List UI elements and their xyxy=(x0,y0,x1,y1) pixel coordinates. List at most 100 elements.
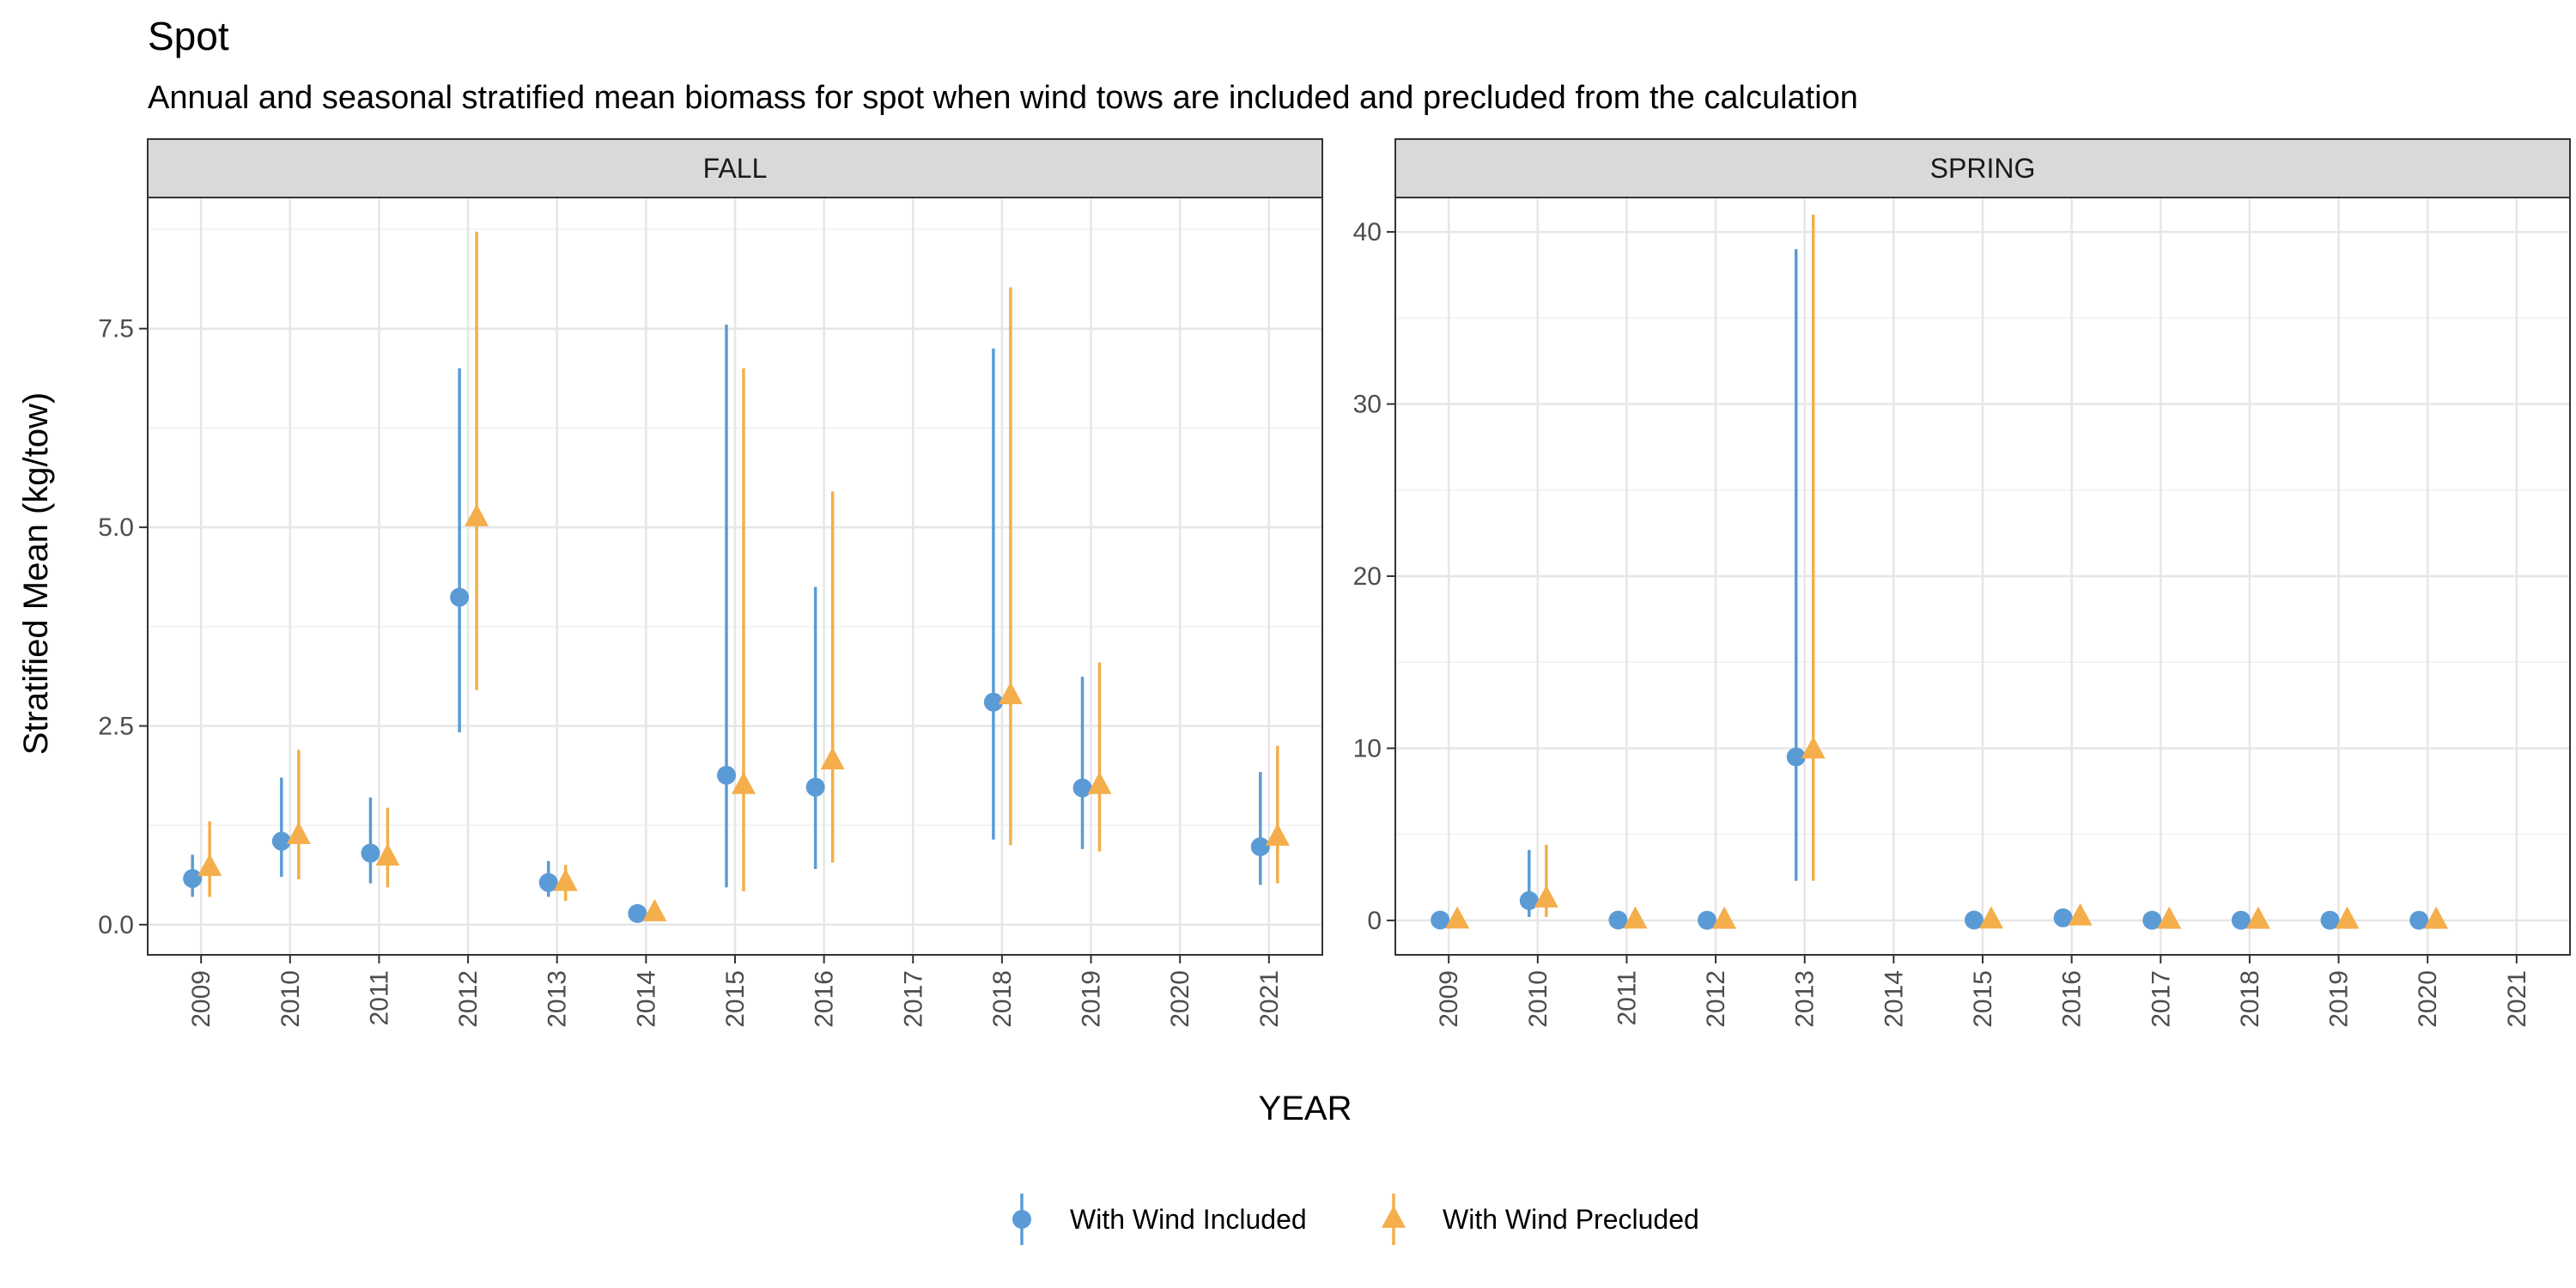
legend-item-with-wind-precluded: With Wind Precluded xyxy=(1382,1194,1699,1245)
legend-label: With Wind Included xyxy=(1070,1204,1307,1235)
data-point xyxy=(2142,910,2162,930)
data-point xyxy=(1801,736,1826,759)
data-point xyxy=(1608,910,1628,930)
data-point xyxy=(2245,906,2270,929)
legend-key-circle xyxy=(1012,1210,1031,1229)
x-tick-label: 2020 xyxy=(1166,970,1194,1028)
data-point xyxy=(1712,906,1737,929)
x-tick-label: 2013 xyxy=(544,970,572,1028)
x-tick-label: 2016 xyxy=(811,970,839,1028)
data-point xyxy=(1445,906,1470,929)
y-tick-label: 20 xyxy=(1353,562,1382,591)
strip-spring xyxy=(1394,138,2571,198)
y-tick-label: 7.5 xyxy=(98,315,134,343)
x-tick-label: 2017 xyxy=(2147,970,2175,1028)
x-tick-label: 2009 xyxy=(187,970,216,1028)
data-point xyxy=(2335,906,2360,929)
data-point xyxy=(732,771,756,794)
data-point xyxy=(1431,910,1450,930)
data-point xyxy=(642,898,667,921)
x-tick-label: 2019 xyxy=(1078,970,1106,1028)
data-point xyxy=(1087,771,1112,794)
data-point xyxy=(2068,902,2093,926)
x-tick-label: 2012 xyxy=(1702,970,1730,1028)
data-point xyxy=(183,869,203,889)
y-tick-label: 0 xyxy=(1367,907,1382,935)
chart-subtitle: Annual and seasonal stratified mean biom… xyxy=(148,80,1858,116)
data-point xyxy=(983,692,1003,712)
data-point xyxy=(2231,910,2251,930)
x-tick-label: 2015 xyxy=(721,970,750,1028)
data-point xyxy=(465,503,489,526)
data-point xyxy=(820,747,845,770)
data-point xyxy=(2157,906,2182,929)
x-tick-label: 2015 xyxy=(1969,970,1997,1028)
x-tick-label: 2020 xyxy=(2414,970,2442,1028)
legend: With Wind Included With Wind Precluded xyxy=(1012,1194,1699,1245)
x-tick-label: 2014 xyxy=(632,970,660,1028)
panel-spring: SPRING 0 10 20 30 40 2009 2010 2011 2012 2013 2014 2… xyxy=(1353,138,2571,1028)
chart-title: Spot xyxy=(148,14,229,58)
y-tick-label: 10 xyxy=(1353,734,1382,762)
data-point xyxy=(361,843,380,863)
x-tick-label: 2011 xyxy=(365,970,393,1026)
x-tick-label: 2013 xyxy=(1791,970,1820,1028)
data-point xyxy=(1250,837,1270,857)
data-point xyxy=(1698,910,1717,930)
data-point xyxy=(1965,910,1984,930)
data-point xyxy=(805,777,825,797)
data-point xyxy=(1519,890,1539,910)
x-tick-label: 2021 xyxy=(1255,970,1284,1028)
series-with-wind-included xyxy=(1431,249,2429,930)
series-with-wind-precluded xyxy=(1445,215,2449,929)
y-tick-label: 2.5 xyxy=(98,712,134,740)
data-point xyxy=(1534,884,1558,908)
series-with-wind-included xyxy=(183,325,1270,923)
data-point xyxy=(2053,908,2073,927)
data-point xyxy=(1265,823,1290,846)
data-point xyxy=(2409,910,2429,930)
data-point xyxy=(2320,910,2340,930)
x-tick-label: 2009 xyxy=(1435,970,1463,1028)
y-tick-label: 30 xyxy=(1353,391,1382,419)
x-tick-label: 2014 xyxy=(1880,970,1908,1028)
legend-key-triangle xyxy=(1382,1205,1406,1228)
grid xyxy=(1395,197,2570,955)
y-axis-title: Stratified Mean (kg/tow) xyxy=(17,392,55,755)
data-point xyxy=(450,587,470,607)
legend-label: With Wind Precluded xyxy=(1443,1204,1699,1235)
x-tick-label: 2019 xyxy=(2325,970,2354,1028)
data-point xyxy=(1979,906,2003,929)
data-point xyxy=(553,868,578,891)
data-point xyxy=(1072,778,1092,798)
x-tick-label: 2011 xyxy=(1613,970,1641,1026)
x-tick-label: 2010 xyxy=(276,970,305,1028)
y-tick-label: 5.0 xyxy=(98,513,134,542)
data-point xyxy=(271,831,291,851)
x-tick-label: 2018 xyxy=(988,970,1017,1028)
series-with-wind-precluded xyxy=(197,231,1290,921)
x-tick-label: 2018 xyxy=(2236,970,2264,1028)
data-point xyxy=(1623,906,1648,929)
grid xyxy=(148,197,1322,955)
x-axis-title: YEAR xyxy=(1259,1090,1352,1127)
data-point xyxy=(197,854,222,877)
legend-item-with-wind-included: With Wind Included xyxy=(1012,1194,1307,1245)
data-point xyxy=(375,843,400,866)
data-point xyxy=(628,903,647,923)
panel-fall: FALL 0.0 2.5 5.0 7.5 2009 2010 2011 2012 2013 2014… xyxy=(98,138,1323,1028)
y-tick-label: 40 xyxy=(1353,218,1382,246)
strip-label: SPRING xyxy=(1930,153,2036,184)
data-point xyxy=(717,765,736,785)
data-point xyxy=(2424,906,2449,929)
x-tick-label: 2012 xyxy=(454,970,483,1028)
data-point xyxy=(538,872,558,892)
x-tick-label: 2017 xyxy=(899,970,927,1028)
y-tick-label: 0.0 xyxy=(98,911,134,939)
data-point xyxy=(286,822,311,845)
strip-fall xyxy=(147,138,1323,198)
x-tick-label: 2010 xyxy=(1524,970,1552,1028)
x-tick-label: 2021 xyxy=(2503,970,2531,1028)
